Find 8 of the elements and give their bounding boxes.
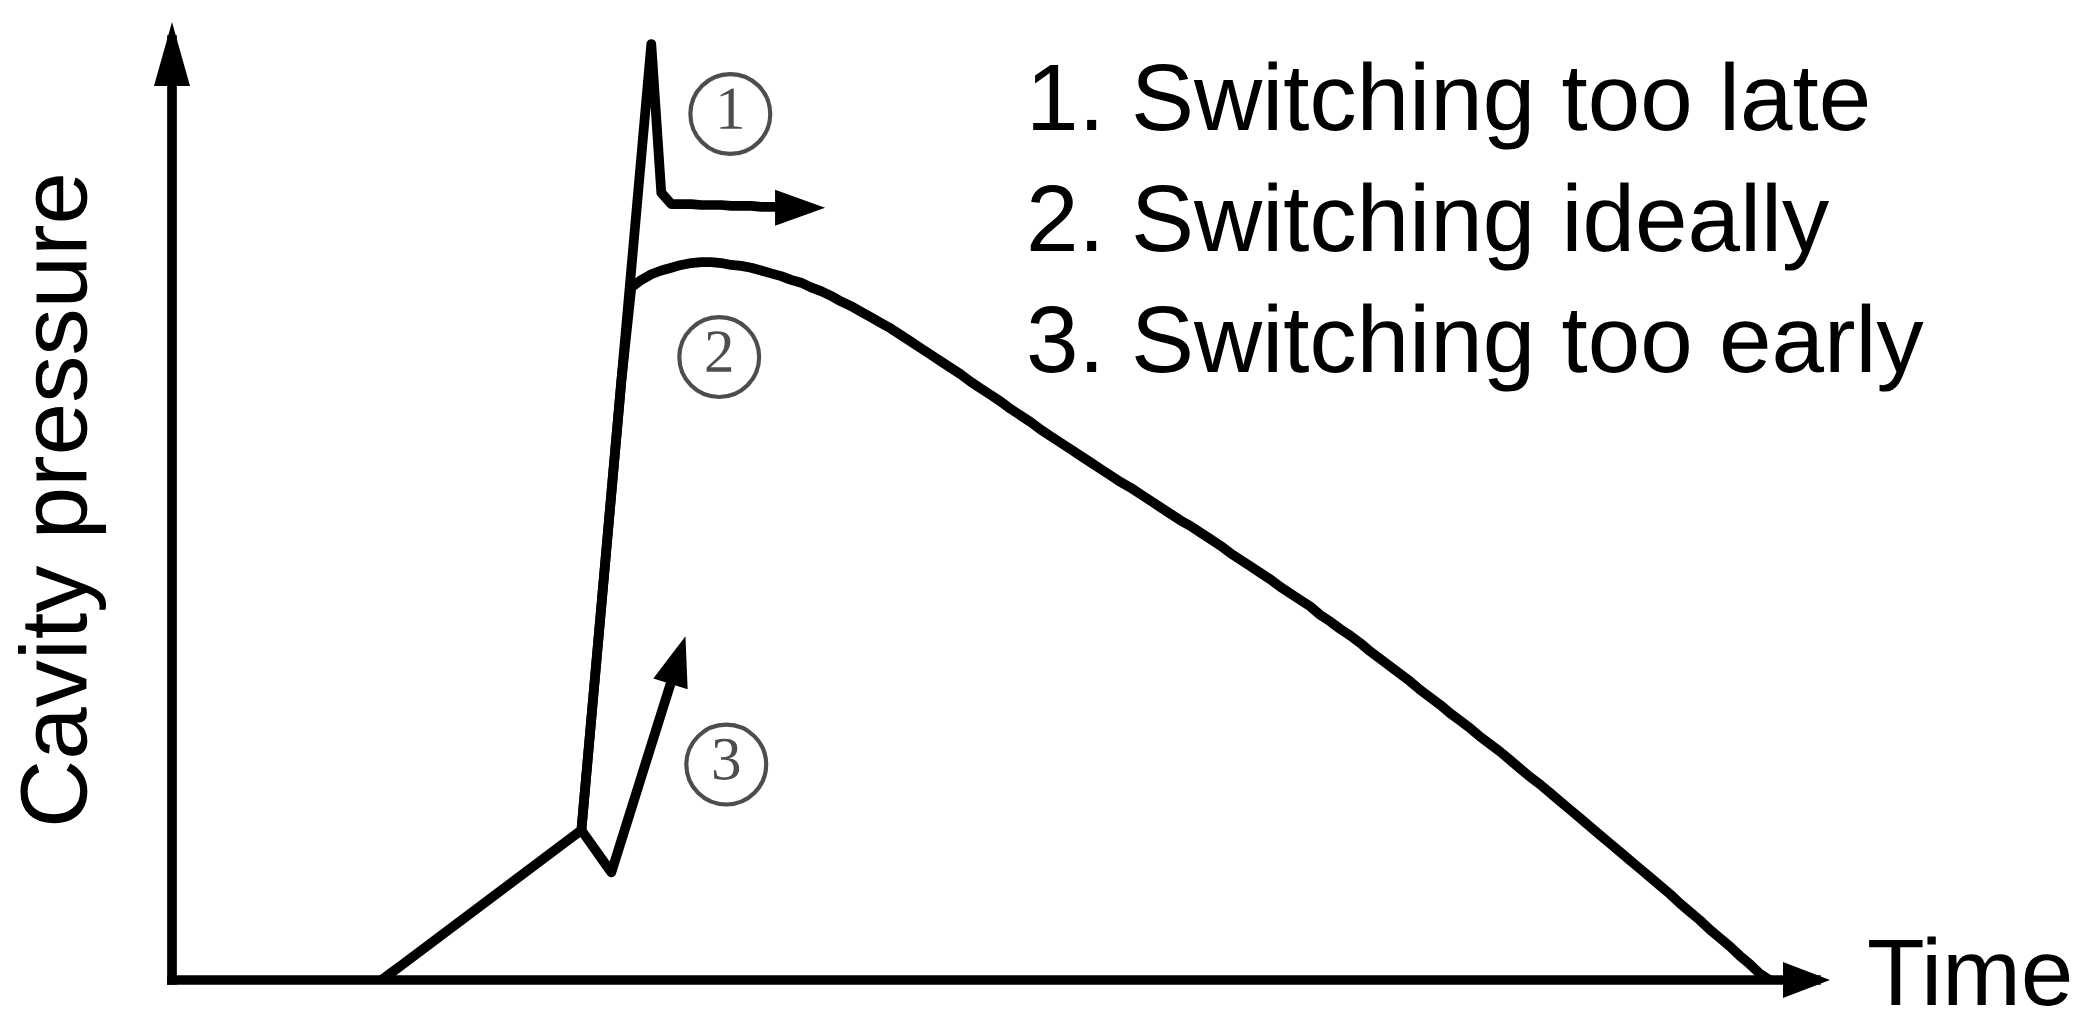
series-label: 2 [706, 331, 732, 372]
x-axis-title: Time [1869, 936, 2070, 1006]
annotation: 3. Switching too early [1029, 303, 1924, 392]
y-axis-title: Cavity pressure [17, 176, 107, 824]
legend-label: 3 [713, 738, 740, 780]
annotation: 1. Switching too late [1033, 61, 1868, 150]
annotation: 2. Switching ideally [1030, 182, 1830, 271]
series-label: 1 [720, 88, 742, 129]
